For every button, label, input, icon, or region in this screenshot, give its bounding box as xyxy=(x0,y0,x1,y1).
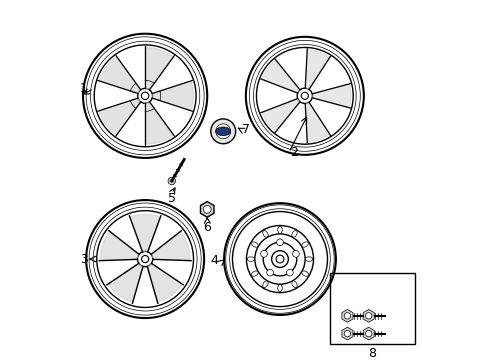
Ellipse shape xyxy=(262,281,267,288)
Ellipse shape xyxy=(291,281,297,288)
Circle shape xyxy=(141,92,148,100)
Circle shape xyxy=(344,330,350,337)
Text: 8: 8 xyxy=(367,347,375,360)
Circle shape xyxy=(215,124,230,139)
Text: 5: 5 xyxy=(167,192,175,205)
Circle shape xyxy=(297,88,312,103)
Circle shape xyxy=(365,330,371,337)
Polygon shape xyxy=(108,264,142,302)
Polygon shape xyxy=(129,214,160,251)
Ellipse shape xyxy=(301,271,308,276)
Ellipse shape xyxy=(251,242,258,247)
Ellipse shape xyxy=(215,127,230,136)
Circle shape xyxy=(137,251,152,267)
Circle shape xyxy=(301,92,308,99)
Bar xyxy=(329,273,414,344)
Circle shape xyxy=(260,251,267,257)
Polygon shape xyxy=(100,231,138,261)
Polygon shape xyxy=(200,202,214,217)
Ellipse shape xyxy=(251,271,258,276)
Ellipse shape xyxy=(277,226,282,234)
Text: 1: 1 xyxy=(80,82,88,95)
Polygon shape xyxy=(147,264,182,302)
Circle shape xyxy=(365,312,371,319)
Polygon shape xyxy=(145,48,173,89)
Polygon shape xyxy=(262,99,299,132)
Circle shape xyxy=(203,206,211,213)
Circle shape xyxy=(138,88,152,103)
Polygon shape xyxy=(312,84,350,108)
Ellipse shape xyxy=(262,230,267,237)
Polygon shape xyxy=(145,102,173,144)
Ellipse shape xyxy=(291,230,297,237)
Circle shape xyxy=(142,256,148,262)
Ellipse shape xyxy=(301,242,308,247)
Circle shape xyxy=(276,255,284,263)
Polygon shape xyxy=(151,231,189,261)
Circle shape xyxy=(210,119,235,144)
Polygon shape xyxy=(262,60,299,93)
Ellipse shape xyxy=(247,257,254,261)
Text: 3: 3 xyxy=(80,253,88,266)
Circle shape xyxy=(286,269,293,276)
Circle shape xyxy=(344,312,350,319)
Polygon shape xyxy=(305,50,329,89)
Text: 2: 2 xyxy=(290,146,298,159)
Circle shape xyxy=(292,251,299,257)
Circle shape xyxy=(266,269,273,276)
Polygon shape xyxy=(363,327,373,340)
Text: 7: 7 xyxy=(242,123,250,136)
Ellipse shape xyxy=(277,284,282,292)
Circle shape xyxy=(271,251,288,267)
Text: 6: 6 xyxy=(203,221,211,234)
Ellipse shape xyxy=(305,257,312,261)
Text: 4: 4 xyxy=(210,255,218,267)
Polygon shape xyxy=(363,310,373,322)
Polygon shape xyxy=(305,103,329,142)
Circle shape xyxy=(276,239,283,246)
Polygon shape xyxy=(341,310,352,322)
Circle shape xyxy=(168,177,175,185)
Polygon shape xyxy=(99,98,140,135)
Polygon shape xyxy=(99,57,140,93)
Polygon shape xyxy=(152,81,193,111)
Polygon shape xyxy=(341,327,352,340)
